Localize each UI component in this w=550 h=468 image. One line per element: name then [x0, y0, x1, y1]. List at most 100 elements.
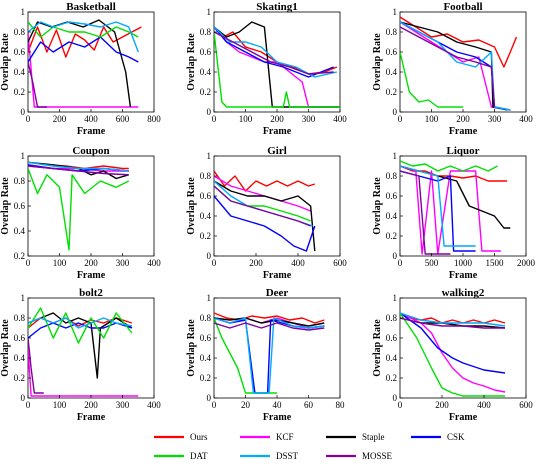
series-line-csk — [28, 322, 133, 339]
panel-title: bolt2 — [79, 287, 103, 299]
x-tick-label: 300 — [488, 114, 502, 124]
panel-title: Football — [443, 1, 482, 13]
y-tick-label: 0 — [21, 107, 26, 117]
series-group — [214, 170, 316, 252]
series-line-dsst — [400, 312, 506, 327]
y-tick-label: 0.6 — [386, 47, 398, 57]
series-line-mosse — [28, 165, 129, 176]
x-tick-label: 400 — [333, 114, 347, 124]
series-line-staple — [28, 161, 129, 180]
y-tick-label: 0.4 — [14, 353, 26, 363]
x-tick-label: 1000 — [454, 258, 473, 268]
y-tick-label: 0.8 — [386, 171, 398, 181]
y-tick-label: 1 — [21, 293, 26, 303]
y-tick-label: 0.2 — [200, 373, 211, 383]
x-tick-label: 600 — [333, 258, 347, 268]
chart-panel-walking2: 0 200 400 600 0 0.2 0.4 0.6 0.8 1 walking2 Frame Ove… — [372, 287, 533, 423]
series-line-staple — [28, 19, 132, 108]
y-tick-label: 0.6 — [14, 47, 26, 57]
x-tick-label: 300 — [116, 258, 130, 268]
x-tick-label: 300 — [116, 400, 130, 410]
y-tick-label: 0.2 — [200, 231, 211, 241]
x-tick-label: 500 — [425, 258, 439, 268]
y-axis-label: Overlap Rate — [186, 33, 197, 91]
y-tick-label: 0.2 — [14, 251, 25, 261]
x-tick-label: 800 — [147, 114, 161, 124]
y-tick-label: 0.6 — [200, 191, 212, 201]
series-line-ours — [28, 26, 142, 58]
y-axis-label: Overlap Rate — [0, 33, 11, 91]
series-line-kcf — [400, 21, 511, 111]
x-tick-label: 20 — [241, 400, 251, 410]
panel-title: Skating1 — [256, 1, 298, 13]
series-line-mosse — [400, 170, 451, 255]
panel-title: Liquor — [446, 145, 479, 157]
y-tick-label: 1 — [393, 151, 398, 161]
y-tick-label: 1 — [21, 7, 26, 17]
y-tick-label: 0.4 — [200, 353, 212, 363]
y-tick-label: 0.2 — [386, 373, 397, 383]
x-tick-label: 0 — [26, 258, 31, 268]
y-tick-label: 0 — [207, 251, 212, 261]
series-line-csk — [214, 26, 334, 78]
y-tick-label: 0.4 — [14, 67, 26, 77]
y-tick-label: 1 — [207, 293, 212, 303]
y-tick-label: 0.4 — [200, 67, 212, 77]
chart-panel-liquor: 0 500 1000 1500 2000 0 0.2 0.4 0.6 0.8 1 Liquor Fram… — [372, 145, 536, 281]
y-tick-label: 0.8 — [14, 313, 26, 323]
x-tick-label: 200 — [270, 114, 284, 124]
legend-label-dsst: DSST — [276, 451, 299, 461]
chart-panel-bolt2: 0 100 200 300 400 0 0.2 0.4 0.6 0.8 1 bolt2 Frame Ove… — [0, 287, 161, 423]
series-line-staple — [28, 312, 133, 379]
chart-panel-football: 0 100 200 300 400 0 0.2 0.4 0.6 0.8 1 Football Frame… — [372, 1, 533, 137]
series-line-dsst — [214, 317, 325, 394]
plot-area — [27, 11, 155, 113]
x-tick-label: 0 — [26, 114, 31, 124]
series-line-mosse — [214, 185, 311, 227]
series-group — [400, 312, 506, 397]
y-tick-label: 0.4 — [386, 211, 398, 221]
x-tick-label: 100 — [425, 114, 439, 124]
x-tick-label: 0 — [398, 258, 403, 268]
series-group — [28, 161, 130, 251]
x-tick-label: 400 — [84, 114, 98, 124]
y-axis-label: Overlap Rate — [372, 177, 383, 235]
panel-title: Basketball — [66, 1, 116, 13]
y-tick-label: 0.8 — [200, 171, 212, 181]
x-tick-label: 200 — [84, 400, 98, 410]
y-tick-label: 0.8 — [14, 27, 26, 37]
legend: Ours KCF Staple CSK DAT DSST MOSSE — [154, 432, 465, 461]
x-axis-label: Frame — [263, 270, 292, 281]
y-tick-label: 0.2 — [386, 87, 397, 97]
y-tick-label: 1 — [207, 151, 212, 161]
y-axis-label: Overlap Rate — [0, 177, 11, 235]
panel-title: Coupon — [72, 145, 109, 157]
series-line-csk — [214, 195, 316, 252]
y-tick-label: 0.2 — [200, 87, 211, 97]
y-tick-label: 0.6 — [14, 333, 26, 343]
plot-area — [399, 297, 527, 399]
x-tick-label: 0 — [398, 114, 403, 124]
x-tick-label: 300 — [302, 114, 316, 124]
y-tick-label: 0.6 — [200, 333, 212, 343]
series-group — [214, 21, 340, 108]
series-line-staple — [214, 317, 325, 327]
legend-label-mosse: MOSSE — [362, 451, 393, 461]
x-tick-label: 1500 — [486, 258, 505, 268]
y-tick-label: 1 — [207, 7, 212, 17]
x-tick-label: 40 — [273, 400, 283, 410]
y-tick-label: 0.2 — [14, 87, 25, 97]
x-axis-label: Frame — [77, 270, 106, 281]
plot-area — [213, 297, 341, 399]
y-tick-label: 0.8 — [200, 27, 212, 37]
series-line-kcf — [400, 312, 506, 393]
x-tick-label: 400 — [147, 400, 161, 410]
x-tick-label: 600 — [519, 400, 533, 410]
y-axis-label: Overlap Rate — [186, 319, 197, 377]
x-tick-label: 400 — [147, 258, 161, 268]
series-line-dat — [214, 31, 340, 108]
x-axis-label: Frame — [77, 126, 106, 137]
chart-panel-girl: 0 200 400 600 0 0.2 0.4 0.6 0.8 1 Girl Frame Overlap… — [186, 145, 347, 281]
y-tick-label: 0.2 — [386, 231, 397, 241]
